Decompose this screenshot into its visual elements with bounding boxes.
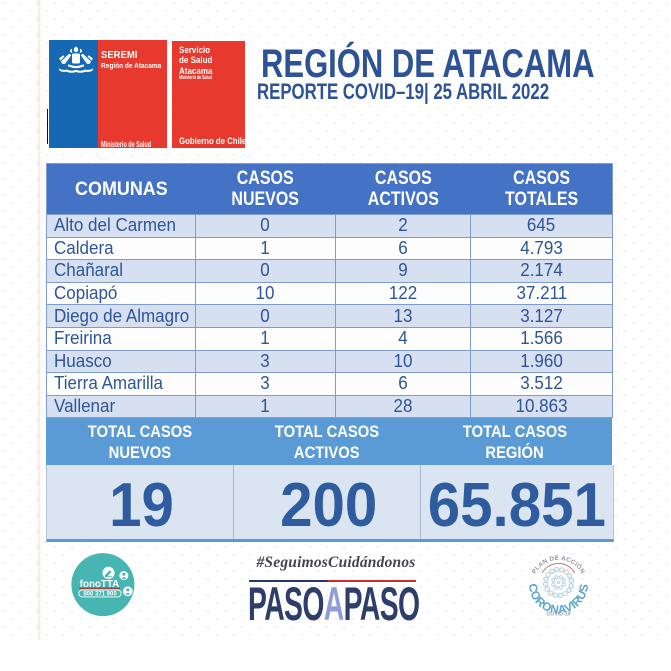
svg-text:800 371 900: 800 371 900 <box>83 591 117 597</box>
svg-text:fonoTTA: fonoTTA <box>80 579 120 590</box>
svg-text:PLAN DE ACCIÓN: PLAN DE ACCIÓN <box>531 555 586 576</box>
svg-text:COVID-19: COVID-19 <box>547 612 571 618</box>
